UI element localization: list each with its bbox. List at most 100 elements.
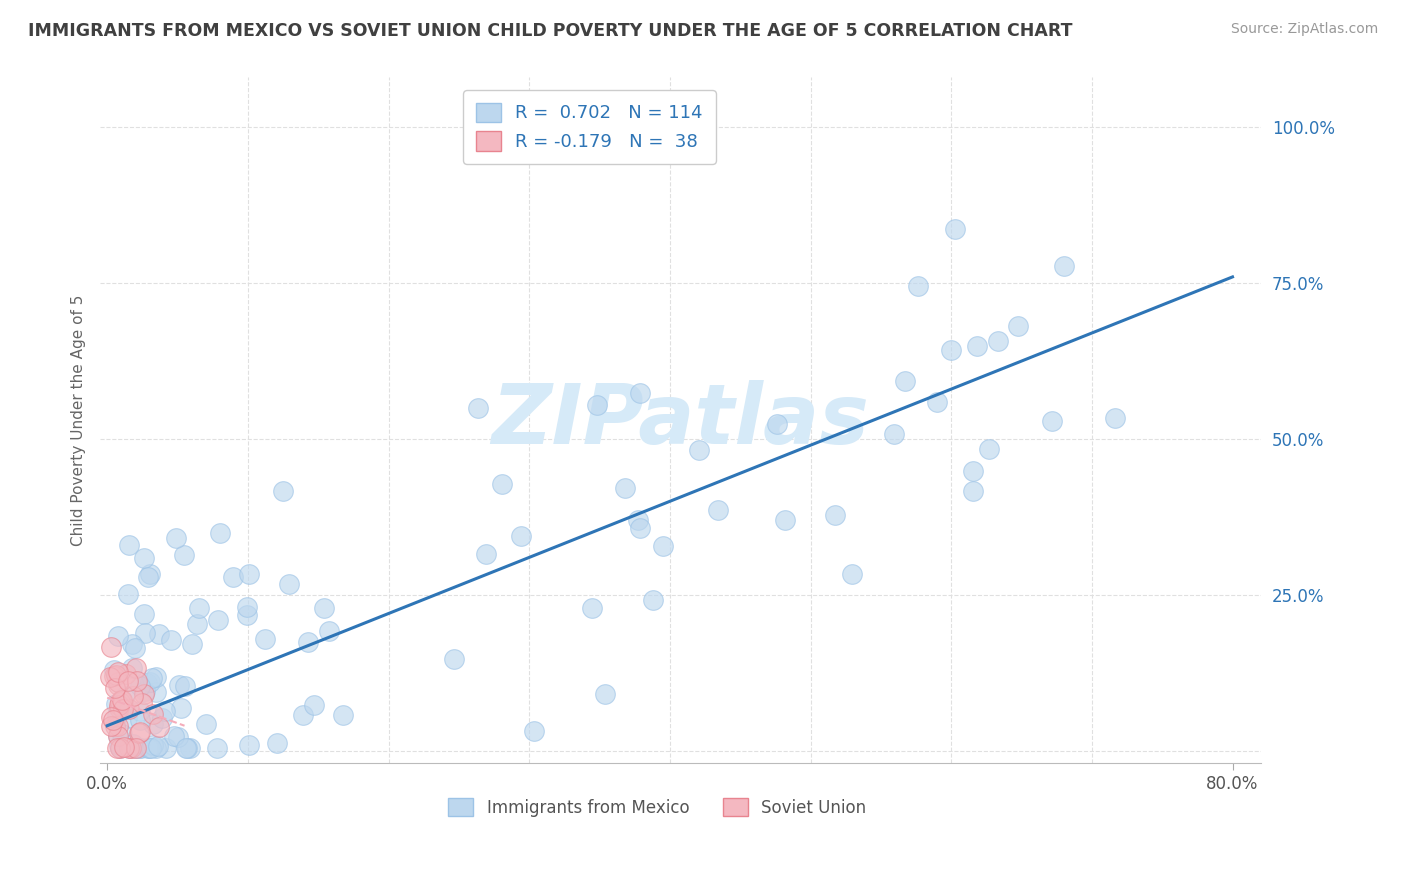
Point: [688, 442, 710, 457]
Point: [291, 708, 314, 723]
Point: [104, 681, 127, 695]
Legend: Immigrants from Mexico, Soviet Union: Immigrants from Mexico, Soviet Union: [441, 791, 873, 823]
Point: [155, 740, 177, 755]
Point: [586, 398, 609, 412]
Point: [941, 343, 963, 357]
Point: [107, 674, 129, 689]
Point: [103, 663, 125, 677]
Point: [707, 503, 730, 517]
Point: [1053, 260, 1076, 274]
Point: [107, 629, 129, 643]
Point: [129, 704, 152, 718]
Point: [142, 738, 165, 752]
Point: [1007, 319, 1029, 334]
Point: [108, 700, 131, 714]
Point: [1104, 411, 1126, 425]
Point: [120, 740, 142, 755]
Point: [107, 739, 129, 753]
Point: [142, 716, 165, 731]
Point: [302, 698, 325, 712]
Point: [103, 669, 125, 683]
Point: [907, 279, 929, 293]
Point: [207, 613, 229, 627]
Point: [236, 608, 259, 623]
Point: [115, 711, 138, 725]
Point: [170, 700, 193, 714]
Point: [150, 711, 173, 725]
Point: [145, 670, 167, 684]
Point: [145, 684, 167, 698]
Point: [883, 427, 905, 442]
Point: [136, 740, 159, 755]
Point: [628, 385, 651, 400]
Point: [491, 476, 513, 491]
Point: [581, 601, 603, 615]
Point: [962, 484, 984, 499]
Point: [841, 567, 863, 582]
Point: [626, 513, 648, 527]
Point: [121, 689, 143, 703]
Point: [131, 696, 153, 710]
Point: [129, 740, 152, 755]
Point: [135, 676, 157, 690]
Point: [962, 464, 984, 478]
Point: [125, 661, 148, 675]
Point: [188, 600, 211, 615]
Point: [138, 740, 160, 755]
Point: [271, 483, 294, 498]
Point: [129, 679, 152, 693]
Point: [146, 739, 169, 754]
Point: [128, 725, 150, 739]
Point: [128, 726, 150, 740]
Point: [124, 640, 146, 655]
Point: [987, 334, 1010, 349]
Point: [651, 539, 673, 553]
Text: IMMIGRANTS FROM MEXICO VS SOVIET UNION CHILD POVERTY UNDER THE AGE OF 5 CORRELAT: IMMIGRANTS FROM MEXICO VS SOVIET UNION C…: [28, 22, 1073, 40]
Point: [238, 567, 260, 582]
Point: [163, 729, 186, 743]
Point: [98, 670, 121, 684]
Point: [153, 704, 176, 718]
Point: [186, 617, 208, 632]
Point: [110, 692, 132, 706]
Point: [443, 652, 465, 666]
Point: [174, 740, 197, 755]
Point: [118, 740, 141, 755]
Y-axis label: Child Poverty Under the Age of 5: Child Poverty Under the Age of 5: [72, 294, 86, 546]
Point: [117, 673, 139, 688]
Point: [628, 521, 651, 535]
Point: [145, 740, 167, 755]
Point: [107, 729, 129, 743]
Point: [112, 702, 135, 716]
Point: [148, 627, 170, 641]
Point: [824, 508, 846, 523]
Text: Source: ZipAtlas.com: Source: ZipAtlas.com: [1230, 22, 1378, 37]
Point: [114, 667, 136, 681]
Point: [134, 683, 156, 698]
Point: [134, 551, 156, 566]
Point: [139, 675, 162, 690]
Point: [104, 697, 127, 711]
Point: [118, 740, 141, 755]
Point: [132, 687, 155, 701]
Point: [125, 740, 148, 755]
Point: [278, 577, 301, 591]
Point: [134, 607, 156, 621]
Point: [332, 708, 354, 723]
Point: [925, 394, 948, 409]
Point: [118, 702, 141, 716]
Point: [266, 736, 288, 750]
Point: [179, 740, 201, 755]
Point: [1040, 415, 1063, 429]
Point: [176, 740, 198, 755]
Point: [181, 637, 204, 651]
Point: [104, 668, 127, 682]
Point: [235, 600, 257, 615]
Point: [100, 710, 122, 724]
Point: [107, 678, 129, 692]
Point: [128, 713, 150, 727]
Point: [112, 739, 135, 754]
Point: [467, 401, 489, 415]
Point: [121, 661, 143, 675]
Point: [128, 740, 150, 755]
